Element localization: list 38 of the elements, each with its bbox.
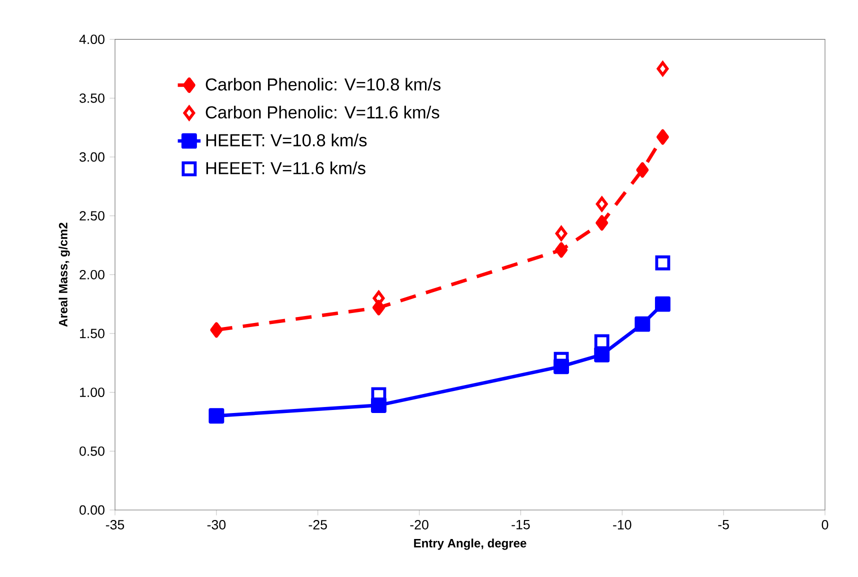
y-tick-label: 3.50 bbox=[80, 93, 104, 103]
point bbox=[655, 255, 670, 270]
y-axis-title: Areal Mass, g/cm2 bbox=[58, 222, 70, 327]
x-tick-label: -25 bbox=[308, 520, 327, 530]
point bbox=[596, 196, 608, 212]
point bbox=[555, 242, 568, 258]
legend-label: Carbon Phenolic: V=11.6 km/s bbox=[206, 106, 440, 118]
y-tick-label: 2.00 bbox=[80, 270, 104, 280]
y-tick-label: 1.50 bbox=[80, 328, 104, 338]
x-tick-label: -30 bbox=[207, 520, 226, 530]
y-tick-label: 0.50 bbox=[80, 446, 104, 456]
legend-label: HEEET: V=11.6 km/s bbox=[206, 162, 366, 174]
x-tick-label: 0 bbox=[822, 520, 828, 530]
x-axis-title: Entry Angle, degree bbox=[414, 538, 526, 550]
x-tick-label: -5 bbox=[718, 520, 729, 530]
point bbox=[654, 296, 670, 312]
y-tick-label: 1.00 bbox=[80, 388, 104, 398]
point bbox=[594, 334, 610, 350]
x-tick-label: -15 bbox=[512, 520, 530, 530]
point bbox=[208, 408, 224, 424]
point bbox=[555, 226, 568, 241]
point bbox=[594, 346, 610, 362]
point bbox=[210, 322, 223, 338]
x-tick-label: -20 bbox=[410, 520, 428, 530]
point bbox=[371, 387, 386, 402]
y-tick-label: 2.50 bbox=[80, 211, 104, 221]
legend-label: Carbon Phenolic: V=10.8 km/s bbox=[206, 78, 441, 91]
point bbox=[634, 316, 650, 332]
y-tick-label: 0.00 bbox=[80, 505, 104, 515]
x-tick-label: -10 bbox=[613, 520, 632, 530]
x-tick-label: -35 bbox=[106, 520, 124, 530]
legend-label: HEEET: V=10.8 km/s bbox=[206, 134, 367, 146]
point bbox=[596, 215, 608, 231]
point bbox=[636, 162, 649, 178]
y-tick-label: 3.00 bbox=[80, 152, 104, 162]
y-tick-label: 4.00 bbox=[79, 34, 104, 44]
point bbox=[656, 129, 669, 145]
point bbox=[656, 61, 669, 76]
